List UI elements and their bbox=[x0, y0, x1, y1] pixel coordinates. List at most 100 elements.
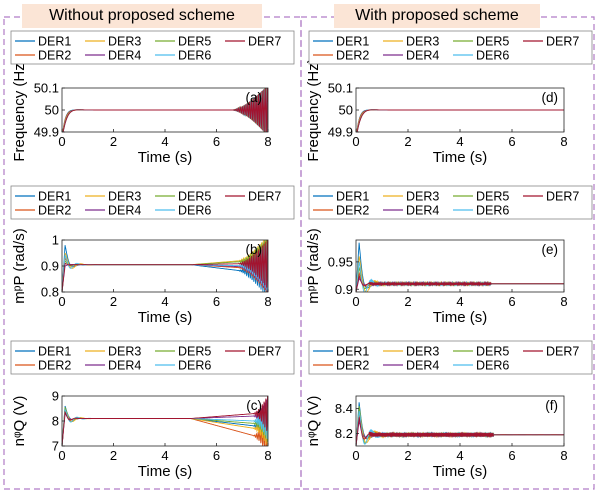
panel-e: 0 2 4 6 8 0.9 0.95 Time (s) mᵖP (rad/s) (e) bbox=[305, 228, 568, 326]
legend-box bbox=[308, 185, 593, 220]
legend-box bbox=[10, 340, 295, 375]
legend-label-der5: DER5 bbox=[476, 345, 509, 359]
y-tick-label: 49.9 bbox=[328, 125, 353, 140]
legend-label-der5: DER5 bbox=[178, 345, 211, 359]
left-column-title: Without proposed scheme bbox=[22, 4, 262, 28]
panel-label: (c) bbox=[246, 398, 262, 413]
series-group bbox=[356, 242, 564, 292]
panel-label: (e) bbox=[542, 242, 559, 257]
panel-label: (f) bbox=[545, 398, 558, 413]
y-tick-label: 0.95 bbox=[328, 254, 353, 269]
y-tick-label: 50 bbox=[45, 103, 59, 118]
x-tick-label: 6 bbox=[213, 134, 220, 149]
plot-area bbox=[356, 396, 564, 446]
panel-d: 0 2 4 6 8 49.9 50 50.1 Time (s) Frequency (Hz) (d) bbox=[305, 58, 568, 166]
panel-a: 0 2 4 6 8 49.9 50 50.1 Time (s) Frequency (Hz) (a) bbox=[11, 58, 272, 166]
legend-label-der4: DER4 bbox=[406, 204, 439, 218]
legend-box bbox=[308, 340, 593, 375]
legend-label-der6: DER6 bbox=[476, 359, 509, 373]
legend-e: DER1 DER3 DER5 DER7 DER2 DER4 DER6 bbox=[308, 185, 593, 220]
y-tick-label: 0.9 bbox=[41, 259, 59, 274]
x-tick-label: 4 bbox=[456, 294, 463, 309]
panel-c: 0 2 4 6 8 7 8 9 Time (s) nᵠQ (V) (c) bbox=[11, 389, 272, 481]
legend-label-der4: DER4 bbox=[108, 204, 141, 218]
x-tick-label: 8 bbox=[560, 294, 567, 309]
x-tick-label: 0 bbox=[58, 448, 65, 463]
x-tick-label: 2 bbox=[110, 134, 117, 149]
x-tick-label: 8 bbox=[264, 294, 271, 309]
y-tick-label: 0.8 bbox=[41, 285, 59, 300]
x-tick-label: 6 bbox=[508, 448, 515, 463]
legend-label-der1: DER1 bbox=[38, 190, 71, 204]
legend-label-der6: DER6 bbox=[476, 204, 509, 218]
x-axis-label: Time (s) bbox=[138, 463, 192, 480]
x-tick-label: 2 bbox=[110, 294, 117, 309]
y-tick-label: 0.9 bbox=[335, 282, 353, 297]
x-tick-label: 8 bbox=[264, 448, 271, 463]
legend-label-der1: DER1 bbox=[336, 345, 369, 359]
legend-box bbox=[308, 30, 593, 65]
x-tick-label: 4 bbox=[161, 294, 168, 309]
y-tick-label: 50.1 bbox=[328, 81, 353, 96]
y-axis-label: nᵠQ (V) bbox=[305, 396, 322, 447]
series-line-der7 bbox=[356, 417, 564, 446]
y-tick-label: 9 bbox=[52, 389, 59, 404]
series-group bbox=[356, 109, 564, 132]
series-line-der7 bbox=[62, 396, 268, 446]
plot-area bbox=[62, 396, 268, 446]
y-axis-label: mᵖP (rad/s) bbox=[11, 228, 28, 303]
x-tick-label: 8 bbox=[264, 134, 271, 149]
legend-label-der2: DER2 bbox=[38, 49, 71, 63]
x-axis-label: Time (s) bbox=[433, 463, 487, 480]
x-tick-label: 4 bbox=[456, 448, 463, 463]
legend-label-der2: DER2 bbox=[336, 359, 369, 373]
panels-group: 0 2 4 6 8 49.9 50 50.1 Time (s) Frequency (Hz) (a)… bbox=[10, 30, 593, 481]
legend-label-der7: DER7 bbox=[546, 35, 579, 49]
legend-label-der7: DER7 bbox=[546, 190, 579, 204]
panel-b: 0 2 4 6 8 0.8 0.9 1 Time (s) mᵖP (rad/s) (b) bbox=[11, 228, 272, 326]
x-tick-label: 6 bbox=[508, 134, 515, 149]
right-dashed-border bbox=[300, 16, 595, 490]
legend-d: DER1 DER3 DER5 DER7 DER2 DER4 DER6 bbox=[308, 30, 593, 65]
series-group bbox=[62, 240, 268, 292]
series-line-der7 bbox=[356, 274, 564, 292]
legend-label-der5: DER5 bbox=[476, 35, 509, 49]
x-tick-label: 0 bbox=[352, 294, 359, 309]
x-tick-label: 6 bbox=[213, 294, 220, 309]
series-line-der7 bbox=[62, 88, 268, 132]
x-tick-label: 2 bbox=[404, 294, 411, 309]
legend-label-der4: DER4 bbox=[406, 359, 439, 373]
x-tick-label: 4 bbox=[161, 134, 168, 149]
legend-label-der7: DER7 bbox=[546, 345, 579, 359]
x-tick-label: 4 bbox=[456, 134, 463, 149]
panel-label: (d) bbox=[542, 90, 559, 105]
legend-label-der3: DER3 bbox=[108, 345, 141, 359]
legend-a: DER1 DER3 DER5 DER7 DER2 DER4 DER6 bbox=[10, 30, 295, 65]
legend-label-der5: DER5 bbox=[178, 190, 211, 204]
legend-label-der3: DER3 bbox=[406, 35, 439, 49]
legend-label-der2: DER2 bbox=[336, 204, 369, 218]
x-tick-label: 6 bbox=[213, 448, 220, 463]
legend-label-der3: DER3 bbox=[108, 35, 141, 49]
y-tick-label: 8.2 bbox=[335, 426, 353, 441]
x-axis-label: Time (s) bbox=[138, 309, 192, 326]
legend-label-der2: DER2 bbox=[38, 359, 71, 373]
y-tick-label: 50.1 bbox=[34, 81, 59, 96]
legend-label-der2: DER2 bbox=[38, 204, 71, 218]
y-tick-label: 50 bbox=[339, 103, 353, 118]
x-axis-label: Time (s) bbox=[138, 149, 192, 166]
legend-label-der7: DER7 bbox=[248, 190, 281, 204]
panel-f: 0 2 4 6 8 8.2 8.4 Time (s) nᵠQ (V) (f) bbox=[305, 395, 568, 480]
series-line-der7 bbox=[62, 240, 268, 292]
x-tick-label: 8 bbox=[560, 134, 567, 149]
y-axis-label: mᵖP (rad/s) bbox=[305, 228, 322, 303]
series-group bbox=[62, 88, 268, 132]
legend-label-der3: DER3 bbox=[406, 345, 439, 359]
legend-label-der3: DER3 bbox=[406, 190, 439, 204]
x-tick-label: 0 bbox=[352, 448, 359, 463]
panel-label: (b) bbox=[246, 242, 263, 257]
legend-label-der1: DER1 bbox=[38, 345, 71, 359]
series-line-der7 bbox=[356, 109, 564, 132]
right-column-title: With proposed scheme bbox=[334, 4, 540, 28]
